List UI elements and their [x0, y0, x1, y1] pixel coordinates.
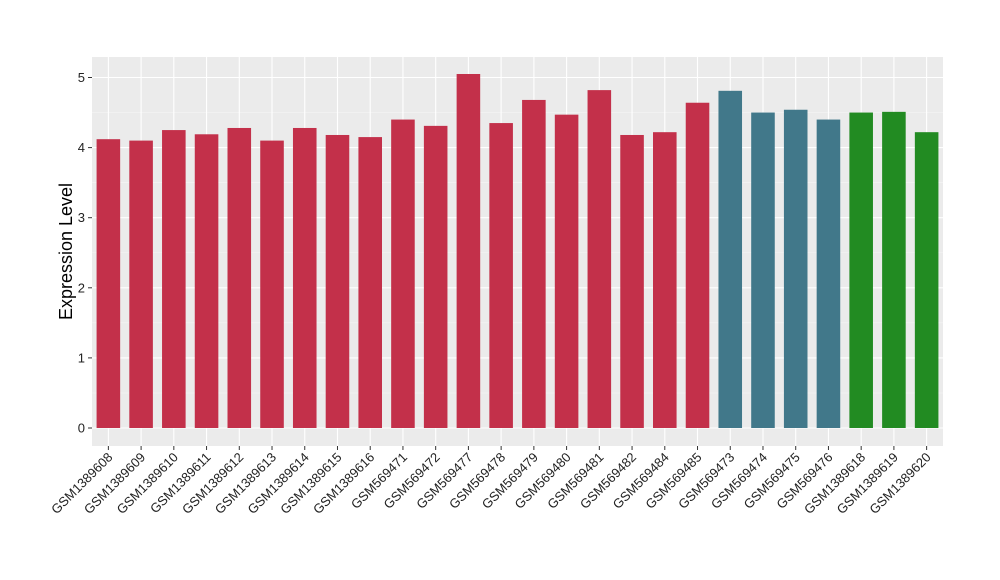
- bar-GSM569475: [783, 109, 808, 428]
- y-tick-label: 5: [78, 70, 85, 85]
- bar-GSM569474: [751, 112, 775, 429]
- y-tick-label: 0: [78, 421, 85, 436]
- bar-GSM569485: [685, 102, 710, 429]
- bar-GSM1389620: [914, 132, 939, 429]
- y-tick-label: 3: [78, 210, 85, 225]
- bar-GSM1389615: [325, 134, 350, 428]
- y-tick-label: 2: [78, 280, 85, 295]
- bar-GSM569471: [391, 119, 415, 428]
- y-axis-title: Expression Level: [56, 183, 76, 320]
- bar-GSM1389619: [882, 111, 906, 428]
- bar-GSM569479: [522, 99, 546, 428]
- bar-GSM1389611: [194, 134, 219, 428]
- y-tick-label: 4: [78, 140, 85, 155]
- bar-GSM1389610: [162, 130, 186, 428]
- bar-GSM1389616: [358, 137, 382, 428]
- bar-GSM569484: [653, 132, 677, 429]
- bar-GSM569482: [620, 134, 644, 428]
- y-tick-label: 1: [78, 350, 85, 365]
- bar-GSM1389614: [292, 127, 317, 429]
- bars: [96, 73, 939, 429]
- plot-panel: [92, 57, 943, 446]
- bar-GSM569481: [587, 90, 612, 429]
- bar-GSM569476: [816, 119, 841, 428]
- bar-GSM569472: [423, 125, 448, 428]
- bar-GSM569480: [554, 114, 579, 428]
- bar-GSM1389609: [129, 140, 153, 428]
- bar-GSM1389618: [849, 112, 873, 429]
- x-axis: GSM1389608GSM1389609GSM1389610GSM1389611…: [48, 446, 934, 517]
- bar-GSM569473: [718, 90, 743, 428]
- bar-GSM1389608: [96, 139, 121, 429]
- bar-GSM569477: [456, 73, 481, 429]
- y-axis: 0 1 2 3 4 5: [78, 70, 92, 436]
- bar-GSM1389613: [260, 140, 284, 428]
- bar-GSM569478: [489, 123, 513, 428]
- bar-GSM1389612: [227, 127, 252, 429]
